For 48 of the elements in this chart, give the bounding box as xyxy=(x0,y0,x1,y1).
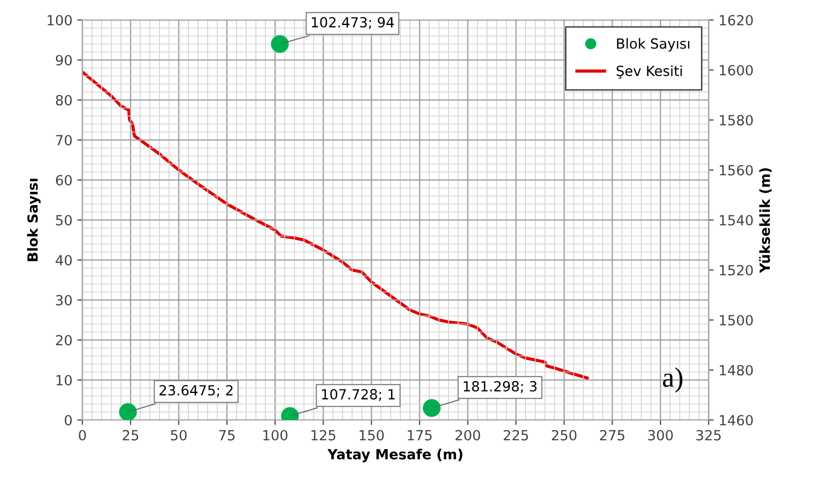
x-tick-label: 125 xyxy=(312,430,336,440)
y2-tick-label: 1460 xyxy=(720,414,753,426)
y-tick-label: 80 xyxy=(56,94,72,106)
x-tick-label: 100 xyxy=(263,430,288,440)
y2-tick-label: 1480 xyxy=(720,364,753,376)
y2-tick-label: 1620 xyxy=(720,14,753,26)
y2-tick-label: 1560 xyxy=(720,164,753,176)
y-tick-label: 60 xyxy=(56,174,72,186)
y2-tick-label: 1500 xyxy=(720,314,753,326)
x-tick-label: 175 xyxy=(408,430,432,440)
x-tick-label: 50 xyxy=(170,430,187,440)
data-label: 107.728; 1 xyxy=(322,389,395,401)
legend-label: Blok Sayısı xyxy=(617,38,690,52)
data-label: 181.298; 3 xyxy=(464,381,537,393)
y-tick-label: 100 xyxy=(48,14,72,26)
annotation: a) xyxy=(662,367,682,393)
data-label: 102.473; 94 xyxy=(312,17,394,29)
x-tick-label: 225 xyxy=(504,430,528,440)
x-tick-label: 250 xyxy=(552,430,576,440)
point xyxy=(422,399,441,417)
y-tick-label: 20 xyxy=(56,334,72,346)
point xyxy=(119,403,137,420)
y2-tick-label: 1520 xyxy=(720,264,753,276)
y2-tick-label: 1600 xyxy=(720,64,753,76)
y2-axis-title: Yükseklik (m) xyxy=(759,168,772,274)
y-tick-label: 30 xyxy=(56,294,72,306)
y-tick-label: 90 xyxy=(56,54,72,66)
y-tick-label: 10 xyxy=(56,374,72,386)
x-tick-label: 300 xyxy=(648,430,673,440)
x-tick-label: 150 xyxy=(360,430,384,440)
x-tick-label: 275 xyxy=(600,430,624,440)
y2-tick-label: 1540 xyxy=(720,214,753,226)
data-label: 23.6475; 2 xyxy=(160,385,232,397)
legend-label: Şev Kesiti xyxy=(616,65,682,79)
y2-tick-label: 1580 xyxy=(720,114,753,126)
x-tick-label: 325 xyxy=(696,430,721,440)
y-axis-title: Blok Sayısı xyxy=(27,178,41,262)
y-tick-label: 0 xyxy=(64,414,72,426)
line-series xyxy=(82,70,589,380)
x-tick-label: 200 xyxy=(456,430,480,440)
x-tick-label: 75 xyxy=(219,430,235,440)
y-tick-label: 50 xyxy=(56,214,72,226)
x-tick-label: 25 xyxy=(122,430,138,440)
y-tick-label: 70 xyxy=(56,134,72,146)
x-axis-title: Yatay Mesafe (m) xyxy=(327,448,462,462)
x-tick-label: 0 xyxy=(78,430,86,440)
y-tick-label: 40 xyxy=(56,254,72,266)
point xyxy=(270,35,289,53)
